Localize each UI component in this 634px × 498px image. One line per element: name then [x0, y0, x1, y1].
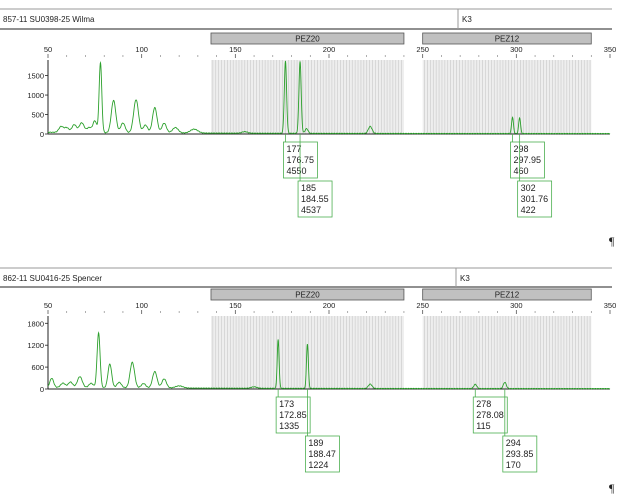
x-tick-label: 50	[44, 45, 52, 54]
x-tick-label: 50	[44, 301, 52, 310]
marker-name-label: PEZ12	[495, 291, 520, 300]
allele-label: 302	[521, 183, 536, 193]
allele-size-label: 297.95	[513, 155, 541, 165]
allele-call-box	[275, 396, 311, 434]
allele-height-label: 460	[513, 166, 528, 176]
x-tick-label: 300	[510, 45, 523, 54]
allele-label: 173	[279, 399, 294, 409]
allele-call-box	[517, 180, 553, 218]
bin-region	[210, 60, 404, 134]
y-tick-label: 0	[40, 130, 44, 139]
allele-call-box	[305, 435, 340, 473]
allele-call-box	[510, 141, 545, 179]
allele-size-label: 278.08	[476, 410, 504, 420]
trace-line	[47, 60, 611, 135]
y-tick-label: 0	[40, 385, 44, 394]
x-tick-label: 100	[135, 301, 148, 310]
y-tick-label: 1000	[27, 91, 44, 100]
allele-label: 177	[286, 144, 301, 154]
trace-line	[47, 331, 611, 390]
x-tick-label: 250	[416, 301, 429, 310]
x-tick-label: 250	[416, 45, 429, 54]
x-tick-label: 150	[229, 301, 242, 310]
allele-height-label: 1335	[279, 421, 299, 431]
allele-size-label: 172.85	[279, 410, 307, 420]
marker-name-label: PEZ20	[295, 291, 320, 300]
x-tick-label: 300	[510, 301, 523, 310]
x-tick-label: 200	[323, 45, 336, 54]
electropherogram-panel-1: 857-11 SU0398-25 Wilma K3 PEZ20 PEZ12 50 100 1…	[0, 8, 617, 218]
y-tick-label: 500	[31, 111, 44, 120]
allele-height-label: 1224	[308, 460, 328, 470]
allele-height-label: 115	[476, 421, 490, 431]
marker-name-label: PEZ12	[495, 35, 520, 44]
allele-height-label: 170	[506, 460, 521, 470]
allele-height-label: 4537	[301, 205, 321, 215]
sample-name-label: 857-11 SU0398-25 Wilma	[3, 15, 95, 24]
marker-bar	[210, 288, 405, 301]
electropherogram-panel-2: 862-11 SU0416-25 Spencer K3 PEZ20 PEZ12 50 10…	[0, 267, 617, 473]
x-tick-label: 350	[604, 301, 617, 310]
dye-channel-label: K3	[462, 15, 472, 24]
allele-height-label: 4550	[286, 166, 306, 176]
x-tick-label: 100	[135, 45, 148, 54]
paragraph-mark-2: ¶	[609, 481, 615, 495]
marker-bar	[422, 32, 592, 45]
allele-label: 189	[308, 438, 323, 448]
allele-label: 278	[476, 399, 491, 409]
allele-call-box	[502, 435, 538, 473]
allele-call-box	[297, 180, 333, 218]
y-tick-label: 1500	[27, 72, 44, 81]
allele-size-label: 184.55	[301, 194, 329, 204]
x-tick-label: 200	[323, 301, 336, 310]
allele-label: 185	[301, 183, 316, 193]
y-tick-label: 1800	[27, 319, 44, 328]
paragraph-mark-1: ¶	[609, 234, 615, 248]
y-tick-label: 1200	[27, 341, 44, 350]
allele-size-label: 293.85	[506, 449, 534, 459]
marker-name-label: PEZ20	[295, 35, 320, 44]
sample-name-label: 862-11 SU0416-25 Spencer	[3, 274, 102, 283]
x-tick-label: 350	[604, 45, 617, 54]
y-tick-label: 600	[31, 363, 44, 372]
dye-channel-label: K3	[460, 274, 470, 283]
x-tick-label: 150	[229, 45, 242, 54]
allele-call-box	[472, 396, 508, 434]
marker-bar	[422, 288, 592, 301]
allele-size-label: 188.47	[308, 449, 336, 459]
bin-region	[210, 316, 404, 389]
marker-bar	[210, 32, 405, 45]
allele-label: 294	[506, 438, 521, 448]
allele-size-label: 301.76	[521, 194, 549, 204]
allele-label: 298	[513, 144, 528, 154]
allele-height-label: 422	[521, 205, 536, 215]
